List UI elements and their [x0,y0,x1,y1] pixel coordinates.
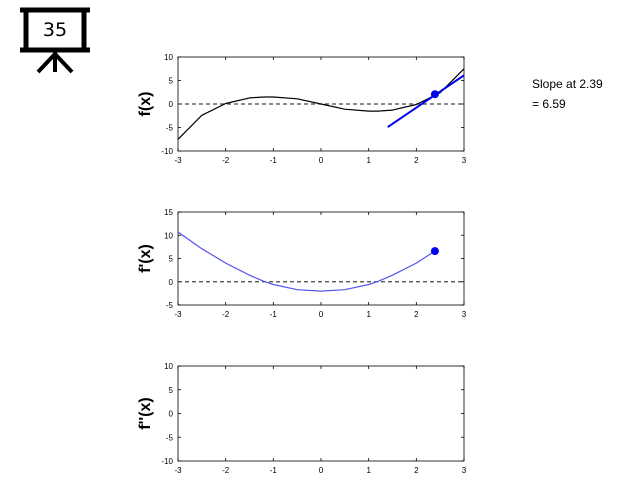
plot-1-ytick-label: -5 [166,124,174,133]
plot-1-ylabel: f(x) [137,92,154,117]
plot-1-ytick-label: 10 [164,53,173,62]
plot-2-ytick-label: -5 [166,301,174,310]
plot-2-xtick-label: 0 [319,310,324,319]
plot-2-xtick-label: -1 [270,310,278,319]
plot-1-ytick-label: 0 [169,100,174,109]
plot-3-xtick-label: 3 [462,466,467,475]
plot-3-ytick-label: 10 [164,362,173,371]
plot-1-xtick-label: -1 [270,156,278,165]
plot-3-xtick-label: -3 [174,466,182,475]
plot-3-xtick-label: -1 [270,466,278,475]
presentation-board-drawing [20,7,90,74]
presentation-board-icon: 35 [18,6,92,76]
plot-2-ytick-label: 0 [169,278,174,287]
plot-1-xtick-label: 2 [414,156,419,165]
plot-2-ytick-label: 15 [164,208,173,217]
plot-3-xtick-label: -2 [222,466,230,475]
plot-3-xtick-label: 0 [319,466,324,475]
plot-1-xtick-label: 1 [366,156,371,165]
plot-1-xtick-label: -3 [174,156,182,165]
plot-1-point [430,90,439,99]
plot-3-frame [177,365,465,462]
plot-1-tangent-line [387,74,465,128]
plot-1-series-1 [177,68,465,140]
plot-1-ytick-label: -10 [161,147,173,156]
plot-2-xtick-label: -2 [222,310,230,319]
plot-3-ytick-label: 5 [169,386,174,395]
plot-3-ytick-label: -10 [161,457,173,466]
slope-annotation-line1: Slope at 2.39 [532,77,603,91]
plot-3-ytick-label: 0 [169,410,174,419]
plot-3-xtick-label: 1 [366,466,371,475]
plot-2-point [430,247,439,256]
slope-annotation-line2: = 6.59 [532,97,566,111]
plot-3-ylabel: f''(x) [137,397,154,430]
plot-2-ylabel: f'(x) [137,244,154,273]
plot-2-series-1 [177,231,436,292]
plot-2-xtick-label: -3 [174,310,182,319]
plot-1-xtick-label: 3 [462,156,467,165]
plot-2-ytick-label: 10 [164,231,173,240]
plot-2-ytick-label: 5 [169,255,174,264]
slide-number: 35 [42,19,68,41]
plot-2-xtick-label: 3 [462,310,467,319]
plot-3-ytick-label: -5 [166,433,174,442]
plot-1-xtick-label: 0 [319,156,324,165]
plot-1-ytick-label: 5 [169,77,174,86]
slope-annotation: Slope at 2.39 = 6.59 [532,74,603,114]
plot-1-xtick-label: -2 [222,156,230,165]
plot-2-xtick-label: 2 [414,310,419,319]
plot-3-xtick-label: 2 [414,466,419,475]
plot-2-xtick-label: 1 [366,310,371,319]
